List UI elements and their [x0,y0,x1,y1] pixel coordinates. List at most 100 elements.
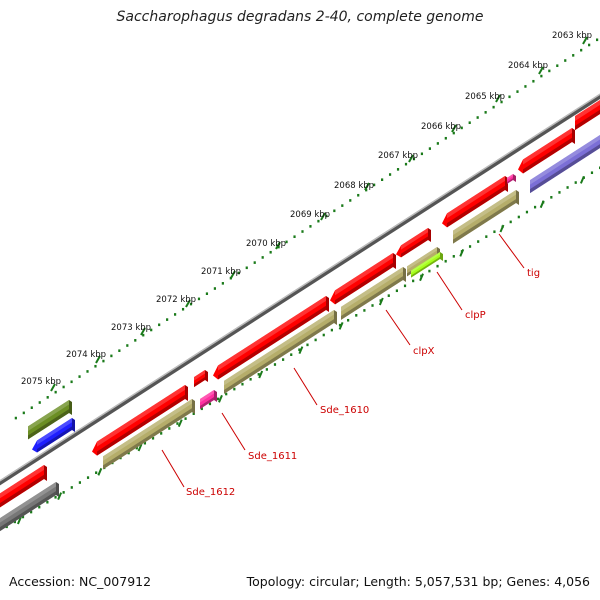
scale-dot [265,368,268,371]
scale-dot [200,407,203,411]
scale-dot [468,245,472,248]
scale-dot [558,191,561,194]
scale-dot [241,382,244,386]
gene-label-sde-1612: Sde_1612 [186,487,235,498]
scale-dot [22,411,25,415]
scale-dot [290,353,293,356]
scale-dot [588,43,591,47]
gene-cds-bar [575,100,600,131]
label-leader-line [498,233,525,269]
scale-dot [160,432,163,435]
scale-dot [322,333,325,337]
scale-dot [365,188,368,192]
scale-dot [285,240,288,244]
scale-dot [253,261,256,264]
gene-labels: tig clpP clpX Sde_1610 Sde_1611 Sde_1612 [186,268,540,498]
outer-dotted-scale [14,36,599,420]
scale-dot [596,38,599,42]
scale-dot [403,284,407,288]
label-leader-line [161,449,185,488]
scale-dot [532,79,535,83]
scale-dot [150,328,153,332]
scale-dot [257,373,260,376]
gene-cds-bar [396,228,431,258]
gene-label-clpp: clpP [465,310,486,321]
scale-dot [309,225,312,228]
scale-major-tick [95,355,101,364]
scale-dot [355,314,358,317]
accession-text: Accession: NC_007912 [9,574,152,589]
scale-dot [21,515,25,519]
scale-tick-label: 2071 kbp [201,267,241,277]
scale-dot [333,209,336,213]
scale-dot [282,358,285,361]
scale-dot [548,69,551,73]
scale-dot [452,131,455,135]
scale-dot [387,294,390,297]
scale-tick-label: 2064 kbp [508,61,548,71]
scale-major-tick [338,321,344,330]
scale-tick-label: 2067 kbp [378,151,418,161]
scale-dot [62,385,65,389]
scale-dot [338,323,342,327]
scale-major-tick [378,297,384,306]
scale-dot [517,215,520,219]
scale-major-tick [50,383,56,392]
scale-dot [143,441,147,445]
scale-dot [396,168,400,171]
scale-dot [590,171,594,175]
scale-dot [95,471,98,475]
scale-dot [237,271,240,275]
gene-cds-bar [0,465,47,508]
scale-tick-label: 2074 kbp [66,350,106,360]
scale-dot [533,205,537,209]
scale-dot [381,178,384,182]
inner-dotted-scale [5,166,600,529]
scale-major-tick [459,248,465,257]
gene-blue-bar [32,418,75,453]
scale-major-tick [364,182,370,191]
scale-dot [176,422,179,425]
gene-lime-bar [411,252,443,278]
scale-dot [395,289,398,293]
scale-dot [357,193,360,197]
scale-major-tick [57,492,63,501]
scale-dot [110,354,113,358]
scale-dot [317,219,320,223]
scale-dot [86,370,89,373]
scale-major-tick [230,270,236,279]
scale-dot [142,333,145,337]
scale-dot [349,199,352,202]
scale-dot [525,210,529,214]
scale-dot [404,162,408,166]
scale-dot [38,505,41,509]
scale-major-tick [419,273,424,282]
scale-dot [477,240,480,243]
gene-olive-bar [28,400,72,440]
scale-dot [273,363,277,366]
gene-pink-small-bar [507,174,516,184]
label-leader-line [385,309,411,346]
scale-tick-label: 2066 kbp [421,122,461,132]
scale-dot [485,235,488,238]
scale-major-tick [177,419,183,428]
tick-labels: 2063 kbp 2064 kbp 2065 kbp 2066 kbp 2067 kbp… [21,31,592,387]
scale-dot [293,235,296,239]
scale-dot [189,302,193,306]
scale-tick-label: 2063 kbp [552,31,592,41]
scale-dot [118,349,121,353]
scale-dot [221,282,224,285]
scale-dot [363,309,366,312]
scale-dot [168,427,171,430]
scale-dot [181,307,185,311]
scale-dot [277,245,280,249]
scale-dot [412,279,415,283]
scale-dot [556,64,559,68]
scale-dot [184,417,187,420]
scale-tick-label: 2065 kbp [465,92,505,102]
gene-cds-bar [330,253,396,305]
scale-major-tick [499,224,505,233]
scale-dot [261,256,264,259]
scale-dot [208,402,212,406]
backbone-line [0,93,600,486]
